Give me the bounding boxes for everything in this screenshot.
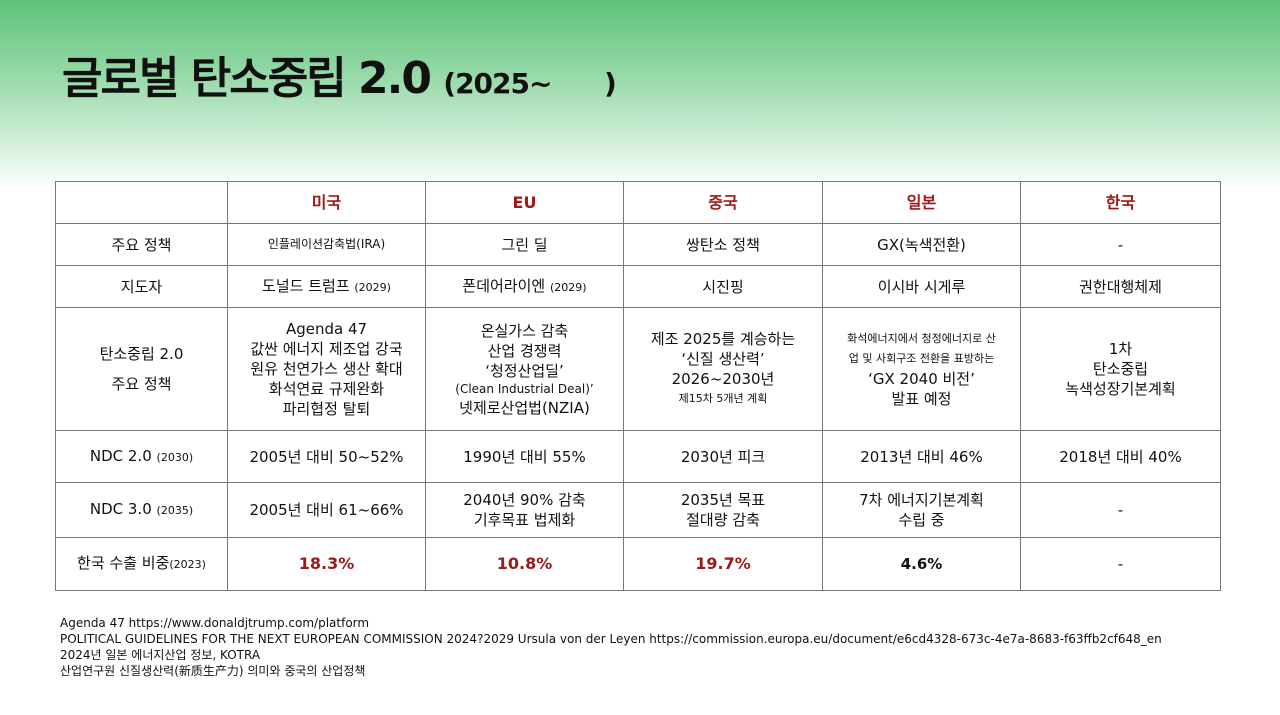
note-line: 2024년 일본 에너지산업 정보, KOTRA (60, 648, 261, 662)
note-line: Agenda 47 https://www.donaldjtrump.com/p… (60, 616, 370, 630)
line: 화석에너지에서 청정에너지로 산 (847, 332, 996, 345)
label-text: NDC 2.0 (89, 446, 152, 465)
page-title: 글로벌 탄소중립 2.0 (2025~ ) (62, 42, 617, 106)
table-header-row: 미국 EU 중국 일본 한국 (55, 181, 1221, 224)
note-line: POLITICAL GUIDELINES FOR THE NEXT EUROPE… (60, 632, 1162, 646)
header-eu: EU (425, 181, 624, 224)
cell-text: 도널드 트럼프 (262, 276, 350, 295)
cell: 쌍탄소 정책 (623, 223, 823, 266)
cell: GX(녹색전환) (822, 223, 1021, 266)
row-label: 지도자 (55, 265, 228, 308)
cell: 2013년 대비 46% (822, 430, 1021, 483)
line: 화석연료 규제완화 (268, 380, 385, 398)
header-korea: 한국 (1020, 181, 1221, 224)
row-label: 한국 수출 비중(2023) (55, 537, 228, 591)
line: 발표 예정 (891, 390, 952, 408)
line: 값싼 에너지 제조업 강국 (250, 340, 403, 358)
label-note: (2023) (169, 558, 206, 571)
header-gradient (0, 0, 1280, 190)
header-japan: 일본 (822, 181, 1021, 224)
line: 산업 경쟁력 (487, 341, 562, 360)
cell: 폰데어라이엔 (2029) (425, 265, 624, 308)
cell: 4.6% (822, 537, 1021, 591)
line: 절대량 감축 (686, 511, 760, 529)
cell-note: (2029) (354, 280, 391, 294)
line: 2026~2030년 (671, 370, 775, 388)
line: 탄소중립 (1092, 360, 1149, 378)
cell: 2005년 대비 61~66% (227, 482, 426, 538)
title-main: 글로벌 탄소중립 2.0 (62, 53, 432, 104)
table-row: 주요 정책 인플레이션감축법(IRA) 그린 딜 쌍탄소 정책 GX(녹색전환)… (55, 223, 1221, 266)
cell: - (1020, 537, 1221, 591)
row-label: 주요 정책 (55, 223, 228, 266)
cell: 인플레이션감축법(IRA) (227, 223, 426, 266)
cell: 2018년 대비 40% (1020, 430, 1221, 483)
cell: 시진핑 (623, 265, 823, 308)
label-line: 탄소중립 2.0 (99, 345, 184, 363)
cell: - (1020, 223, 1221, 266)
cell: 1990년 대비 55% (425, 430, 624, 483)
header-empty (55, 181, 228, 224)
row-label: 탄소중립 2.0 주요 정책 (55, 307, 228, 431)
cell: 온실가스 감축 산업 경쟁력 ‘청정산업딜’ (Clean Industrial De… (425, 307, 624, 431)
line: 녹색성장기본계획 (1065, 380, 1176, 398)
cell: 권한대행체제 (1020, 265, 1221, 308)
line: 2040년 90% 감축 (463, 491, 586, 509)
line: 수립 중 (898, 511, 945, 529)
line: 넷제로산업법(NZIA) (459, 398, 590, 417)
line: 업 및 사회구조 전환을 표방하는 (848, 352, 995, 365)
line: (Clean Industrial Deal)’ (455, 381, 594, 396)
policy-table: 미국 EU 중국 일본 한국 주요 정책 인플레이션감축법(IRA) 그린 딜 … (55, 181, 1221, 591)
header-china: 중국 (623, 181, 823, 224)
line: 2035년 목표 (680, 491, 766, 509)
row-label: NDC 3.0 (2035) (55, 482, 228, 538)
label-line: 주요 정책 (111, 375, 172, 393)
line: 온실가스 감축 (480, 321, 569, 340)
line: 1차 (1108, 340, 1133, 358)
line: 7차 에너지기본계획 (859, 491, 984, 509)
cell: 도널드 트럼프 (2029) (227, 265, 426, 308)
row-label: NDC 2.0 (2030) (55, 430, 228, 483)
line: 원유 천연가스 생산 확대 (250, 360, 403, 378)
cell-text: 폰데어라이엔 (462, 276, 546, 295)
line: 제조 2025를 계승하는 (650, 330, 796, 348)
cell: - (1020, 482, 1221, 538)
cell: 이시바 시게루 (822, 265, 1021, 308)
cell-note: (2029) (550, 280, 587, 294)
table-row: NDC 3.0 (2035) 2005년 대비 61~66% 2040년 90%… (55, 482, 1221, 538)
line: ‘청정산업딜’ (485, 361, 564, 380)
header-us: 미국 (227, 181, 426, 224)
cell: 19.7% (623, 537, 823, 591)
line: ‘신질 생산력’ (681, 350, 765, 368)
cell: 그린 딜 (425, 223, 624, 266)
cell: 18.3% (227, 537, 426, 591)
line: 파리협정 탈퇴 (282, 400, 371, 418)
source-notes: Agenda 47 https://www.donaldjtrump.com/p… (60, 615, 1162, 679)
cell: 10.8% (425, 537, 624, 591)
line: 제15차 5개년 계획 (678, 392, 768, 405)
title-sub: (2025~ ) (443, 67, 616, 100)
note-line: 산업연구원 신질생산력(新质生产力) 의미와 중국의 산업정책 (60, 664, 366, 678)
line: ‘GX 2040 비전’ (868, 370, 975, 388)
line: Agenda 47 (285, 320, 368, 338)
line: 기후목표 법제화 (473, 511, 576, 529)
cell: 2005년 대비 50~52% (227, 430, 426, 483)
label-text: NDC 3.0 (89, 500, 152, 518)
table-row: NDC 2.0 (2030) 2005년 대비 50~52% 1990년 대비 … (55, 430, 1221, 483)
label-text: 한국 수출 비중 (77, 554, 170, 572)
cell: 2030년 피크 (623, 430, 823, 483)
table-row: 한국 수출 비중(2023) 18.3% 10.8% 19.7% 4.6% - (55, 537, 1221, 591)
label-note: (2035) (156, 504, 194, 517)
table-row: 지도자 도널드 트럼프 (2029) 폰데어라이엔 (2029) 시진핑 이시바… (55, 265, 1221, 308)
label-note: (2030) (156, 450, 194, 464)
